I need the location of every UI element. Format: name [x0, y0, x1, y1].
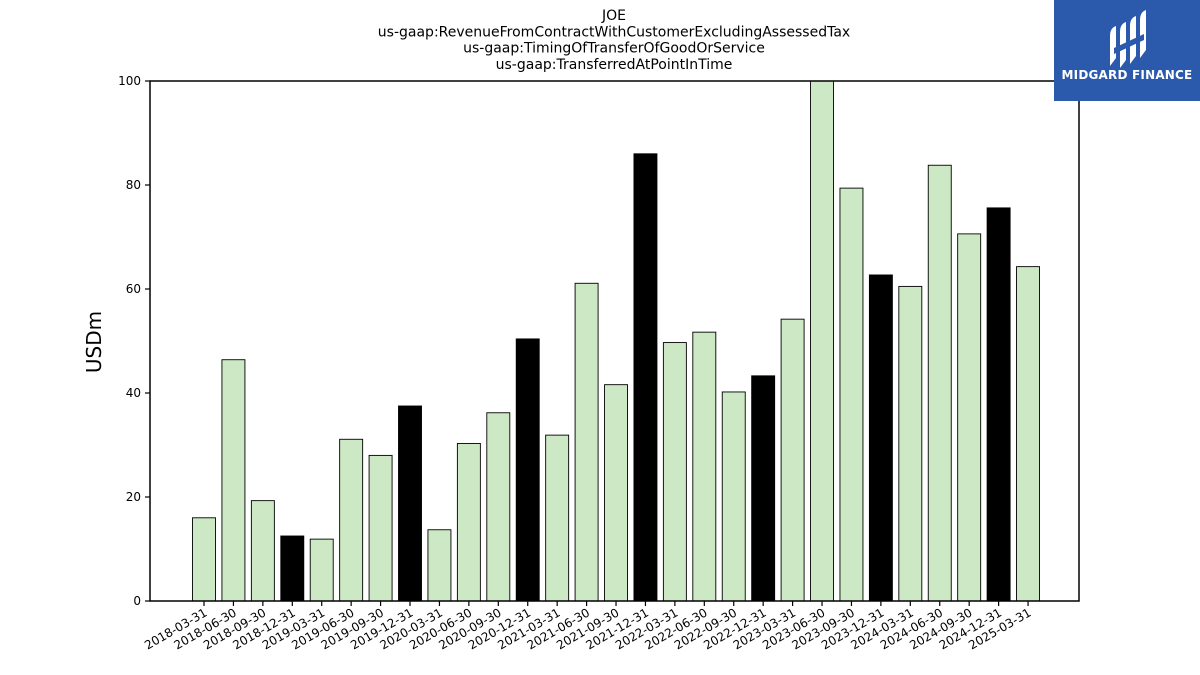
bar-2019-03-31	[309, 538, 334, 602]
logo-text: MIDGARD FINANCE	[1061, 68, 1193, 82]
y-tick-label: 0	[133, 594, 141, 608]
bar-2018-03-31	[192, 517, 216, 602]
y-tick-label: 60	[126, 282, 141, 296]
bar-2024-03-31	[898, 285, 923, 602]
bar-2023-03-31	[780, 318, 805, 602]
bar-2019-09-30	[368, 454, 393, 602]
y-tick-label: 100	[118, 74, 141, 88]
x-axis-ticks: 2018-03-312018-06-302018-09-302018-12-31…	[142, 601, 1034, 652]
y-tick-label: 40	[126, 386, 141, 400]
y-tick-label: 80	[126, 178, 141, 192]
bars	[192, 80, 1040, 602]
y-tick-label: 20	[126, 490, 141, 504]
bar-2022-06-30	[692, 331, 717, 602]
bar-2024-12-31	[986, 207, 1011, 602]
chart-title: JOEus-gaap:RevenueFromContractWithCustom…	[378, 8, 850, 73]
title-line-2: us-gaap:TimingOfTransferOfGoodOrService	[463, 41, 765, 57]
bar-2021-09-30	[604, 384, 628, 602]
bar-2019-06-30	[339, 438, 364, 602]
bar-2018-12-31	[280, 535, 305, 602]
bar-2018-06-30	[221, 359, 246, 602]
brand-logo: MIDGARD FINANCE	[1054, 0, 1200, 101]
title-line-0: JOE	[601, 8, 626, 24]
y-axis-ticks: 0 20 40 60 80 100	[118, 74, 150, 608]
plot-frame	[149, 80, 1080, 602]
bar-2023-12-31	[868, 274, 893, 602]
y-axis-label: USDm	[82, 311, 106, 373]
bar-2025-03-31	[1016, 266, 1040, 602]
bar-2020-09-30	[486, 412, 511, 602]
midgard-logo-icon	[1110, 10, 1146, 68]
bar-2020-03-31	[427, 529, 452, 602]
bar-2020-06-30	[456, 442, 481, 602]
title-line-1: us-gaap:RevenueFromContractWithCustomerE…	[378, 24, 850, 40]
bar-2021-06-30	[574, 282, 599, 602]
bar-2018-09-30	[250, 500, 275, 602]
bar-2019-12-31	[398, 405, 422, 602]
bar-2021-03-31	[545, 434, 570, 602]
bar-2024-06-30	[927, 164, 952, 602]
bar-2023-06-30	[810, 80, 834, 602]
bar-2021-12-31	[633, 153, 658, 602]
bar-2024-09-30	[957, 233, 982, 602]
bar-2022-12-31	[751, 375, 776, 602]
bar-2023-09-30	[839, 187, 864, 602]
bar-2020-12-31	[515, 338, 540, 602]
bar-2022-03-31	[662, 342, 687, 602]
bar-2022-09-30	[721, 391, 746, 602]
title-line-3: us-gaap:TransferredAtPointInTime	[496, 57, 733, 73]
